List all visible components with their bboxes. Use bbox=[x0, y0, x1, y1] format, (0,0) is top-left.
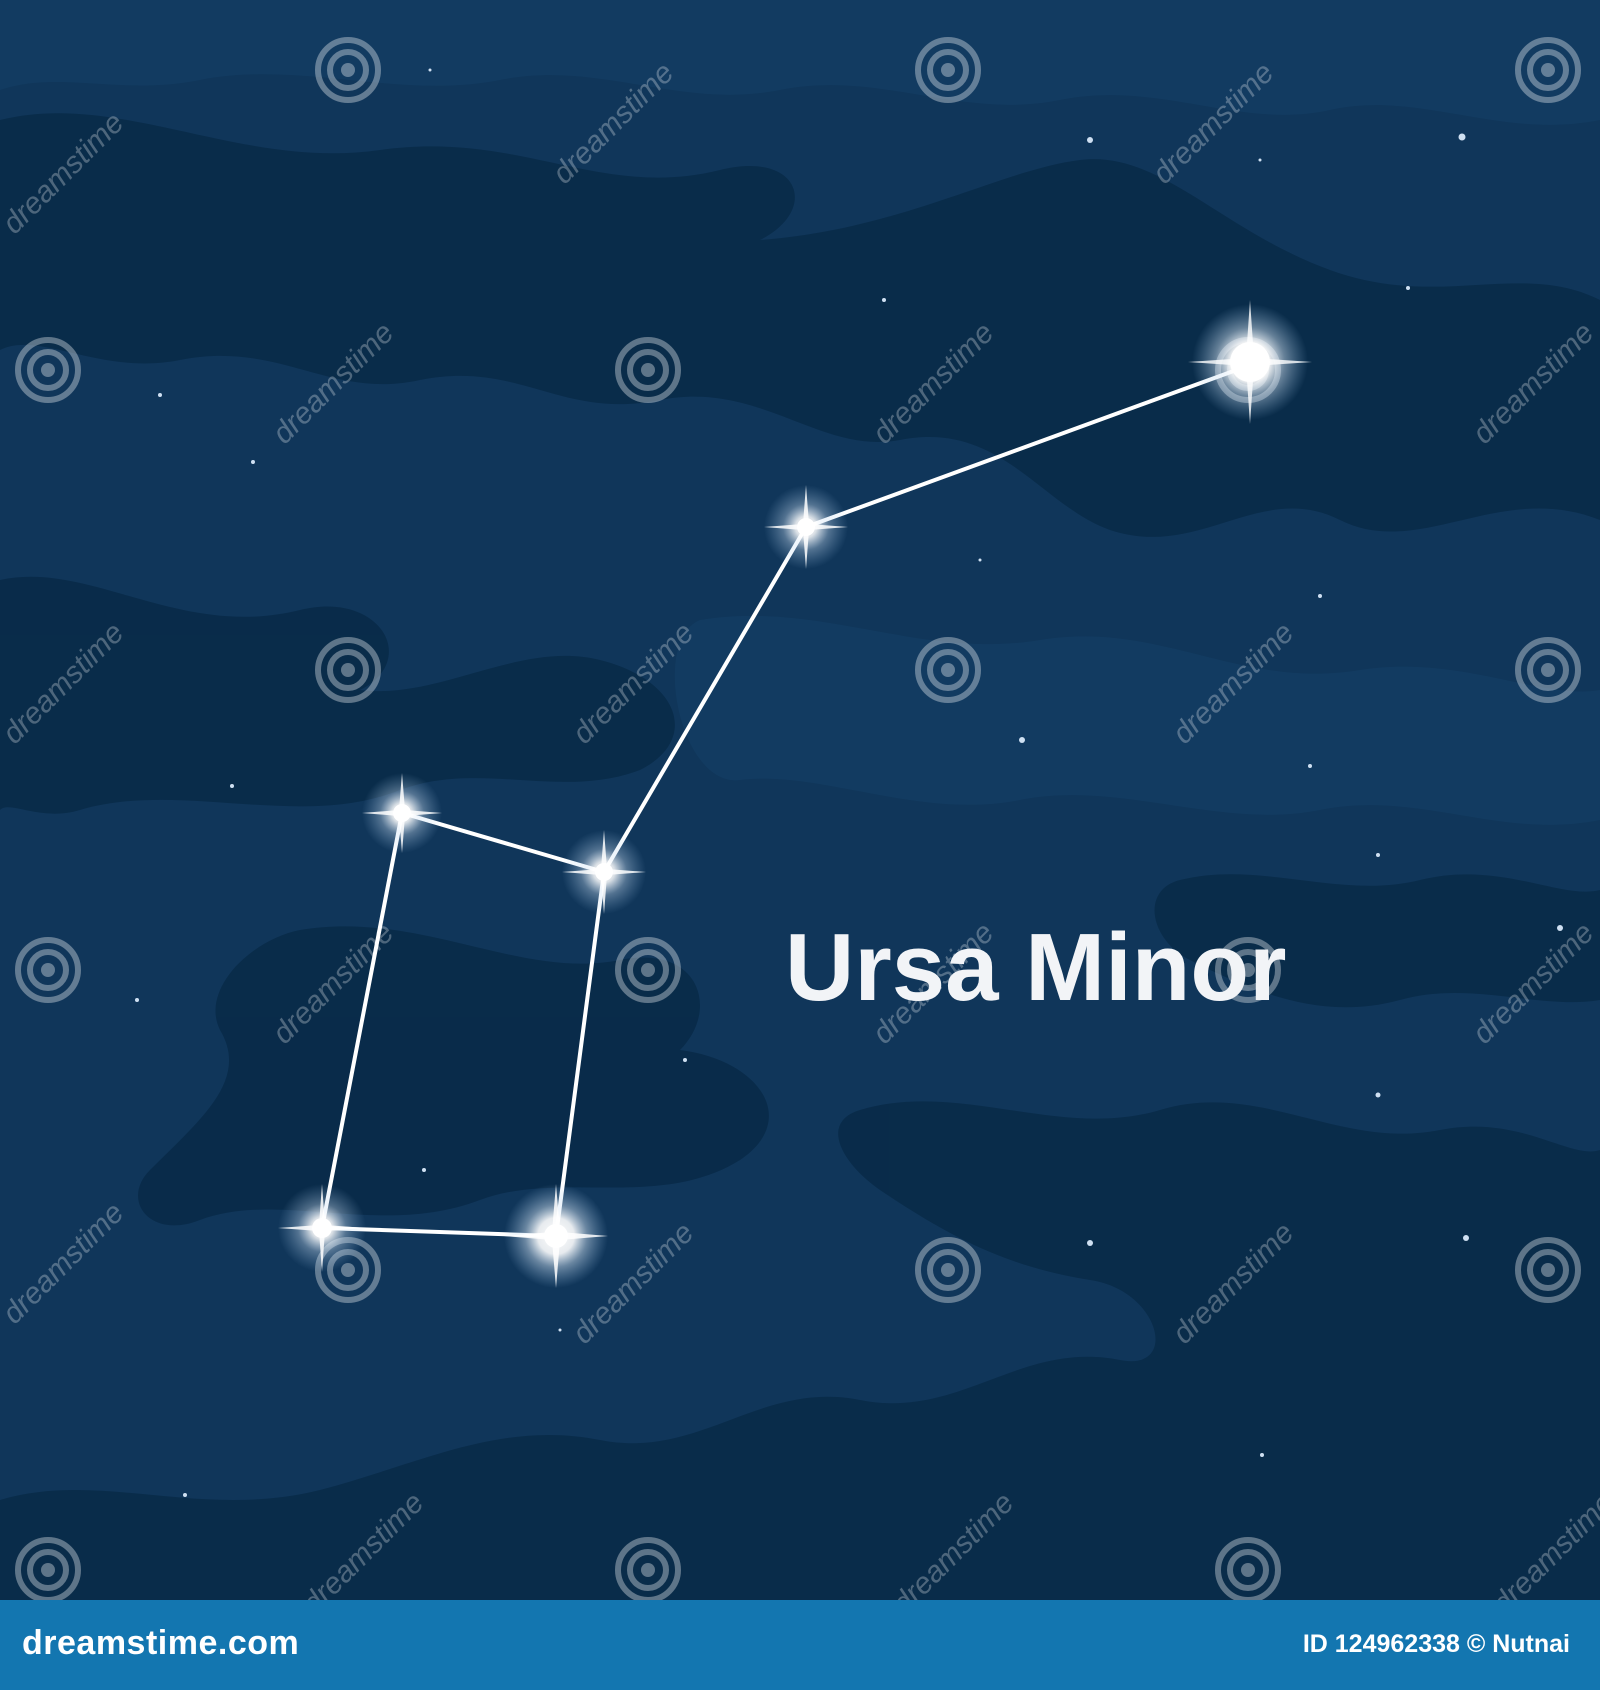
spiral-icon bbox=[315, 37, 381, 103]
spiral-icon bbox=[15, 1537, 81, 1600]
spiral-icon bbox=[915, 1237, 981, 1303]
footer-bar: dreamstime.com ID 124962338 © Nutnai bbox=[0, 1600, 1600, 1690]
star-eta bbox=[278, 1184, 366, 1272]
footer-credit: ID 124962338 © Nutnai bbox=[1302, 1630, 1570, 1658]
spiral-icon bbox=[1515, 1237, 1581, 1303]
spiral-icon bbox=[1515, 37, 1581, 103]
spiral-icon bbox=[1515, 637, 1581, 703]
spiral-icon bbox=[315, 637, 381, 703]
line-zeta-eta bbox=[320, 811, 404, 1230]
line-yildun-epsilon bbox=[602, 525, 808, 874]
spiral-icon bbox=[1215, 937, 1281, 1003]
star-pherkad bbox=[504, 1184, 608, 1288]
footer-logo[interactable]: dreamstime.com bbox=[22, 1624, 300, 1662]
background-stars bbox=[135, 68, 1563, 1497]
spiral-icon bbox=[15, 937, 81, 1003]
dark-clouds bbox=[0, 113, 1600, 1600]
spiral-icon bbox=[915, 37, 981, 103]
spiral-icon bbox=[615, 937, 681, 1003]
spiral-icon bbox=[15, 337, 81, 403]
spiral-icon bbox=[1215, 1537, 1281, 1600]
spiral-icon bbox=[615, 1537, 681, 1600]
star-zeta bbox=[362, 773, 442, 853]
spiral-icon bbox=[615, 337, 681, 403]
star-polaris bbox=[1188, 300, 1312, 424]
line-polaris-yildun bbox=[804, 363, 1252, 529]
night-sky: dreamstime dreamstime dreamstime dreamst… bbox=[0, 0, 1600, 1600]
lighter-clouds bbox=[0, 0, 1600, 825]
constellation-title: Ursa Minor bbox=[785, 914, 1287, 1021]
spiral-icon bbox=[915, 637, 981, 703]
line-pherkad-epsilon bbox=[554, 870, 606, 1238]
star-yildun bbox=[764, 485, 848, 569]
star-epsilon bbox=[562, 830, 646, 914]
constellation-stars bbox=[278, 300, 1312, 1288]
